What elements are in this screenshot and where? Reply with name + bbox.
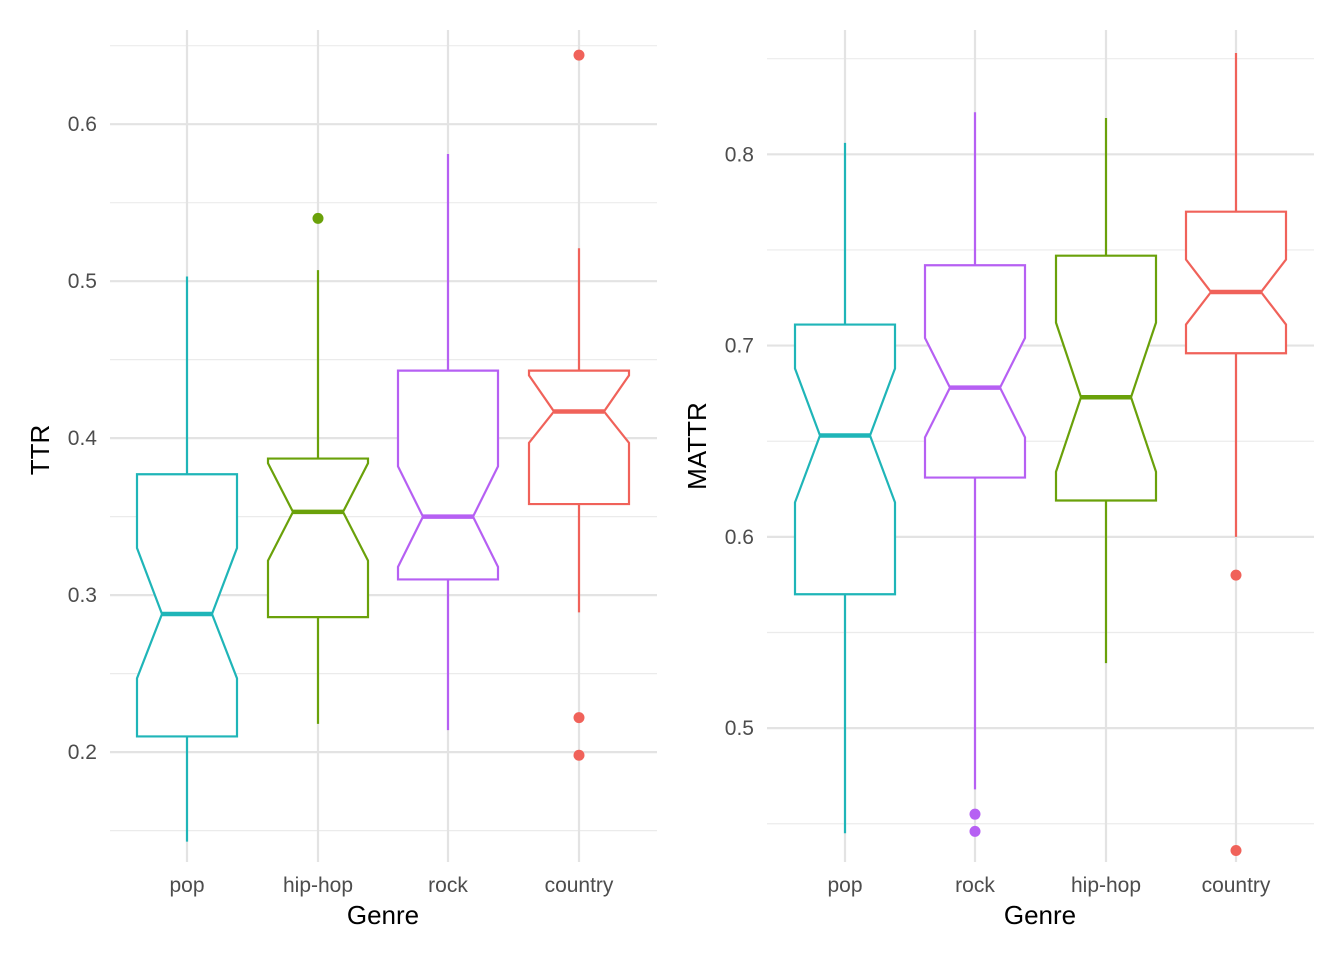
box-body bbox=[923, 264, 1027, 479]
outlier-point bbox=[969, 808, 981, 820]
y-tick-label: 0.6 bbox=[68, 113, 97, 136]
box-pop bbox=[793, 142, 897, 834]
box-body bbox=[1184, 210, 1288, 355]
y-tick-label: 0.7 bbox=[725, 335, 754, 358]
y-tick-label: 0.6 bbox=[725, 526, 754, 549]
x-tick-label: pop bbox=[827, 874, 862, 897]
box-body bbox=[527, 369, 631, 506]
outlier-point bbox=[1230, 845, 1242, 857]
box-body bbox=[1054, 254, 1158, 502]
y-tick-label: 0.5 bbox=[68, 270, 97, 293]
box-body bbox=[396, 369, 500, 581]
ttr-panel: 0.2 0.3 0.4 0.5 0.6 pop hip-hop rock country Ge… bbox=[25, 30, 657, 930]
x-axis-title: Genre bbox=[1004, 900, 1076, 930]
box-hip-hop bbox=[266, 212, 370, 724]
x-tick-label: rock bbox=[428, 874, 468, 897]
outlier-point bbox=[312, 212, 324, 224]
y-axis-title: TTR bbox=[25, 425, 55, 476]
box-hip-hop bbox=[1054, 117, 1158, 664]
outlier-point bbox=[969, 825, 981, 837]
box-rock bbox=[396, 154, 500, 731]
box-country bbox=[1184, 52, 1288, 857]
outlier-point bbox=[573, 712, 585, 724]
y-axis-title: MATTR bbox=[682, 402, 712, 490]
y-tick-label: 0.2 bbox=[68, 741, 97, 764]
box-pop bbox=[135, 276, 239, 842]
y-tick-label: 0.3 bbox=[68, 584, 97, 607]
box-rock bbox=[923, 112, 1027, 837]
x-axis-title: Genre bbox=[347, 900, 419, 930]
x-tick-label: country bbox=[1202, 874, 1271, 897]
x-tick-label: hip-hop bbox=[1071, 874, 1141, 897]
box-body bbox=[266, 457, 370, 619]
outlier-point bbox=[573, 749, 585, 761]
outlier-point bbox=[1230, 569, 1242, 581]
y-tick-label: 0.8 bbox=[725, 143, 754, 166]
box-body bbox=[793, 323, 897, 596]
mattr-panel: 0.5 0.6 0.7 0.8 pop rock hip-hop country Genre… bbox=[682, 30, 1314, 930]
y-tick-label: 0.4 bbox=[68, 427, 98, 450]
box-country bbox=[527, 49, 631, 761]
y-tick-label: 0.5 bbox=[725, 717, 754, 740]
x-tick-label: country bbox=[545, 874, 614, 897]
box-body bbox=[135, 473, 239, 738]
x-tick-label: pop bbox=[169, 874, 204, 897]
outlier-point bbox=[573, 49, 585, 61]
x-tick-label: hip-hop bbox=[283, 874, 353, 897]
x-tick-label: rock bbox=[955, 874, 995, 897]
